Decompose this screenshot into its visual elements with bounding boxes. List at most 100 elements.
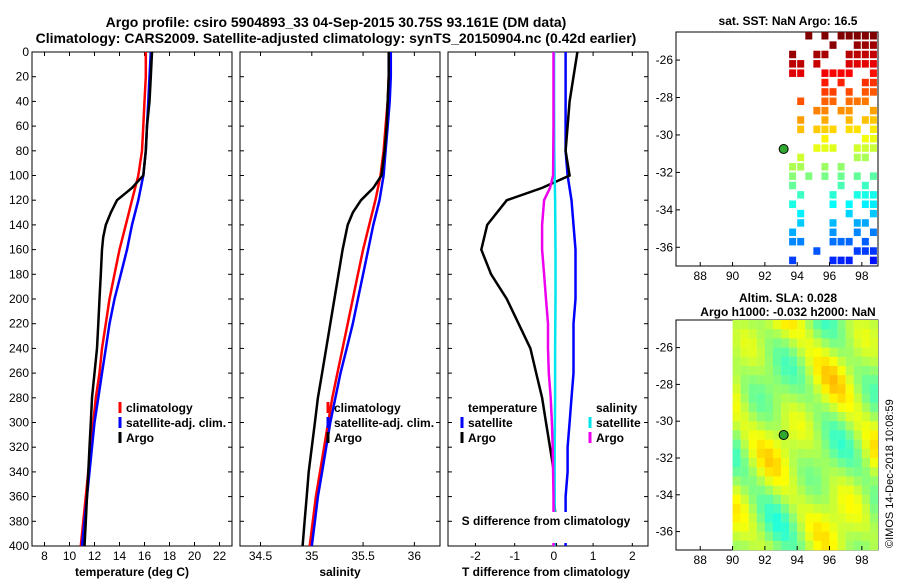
sla-cell bbox=[797, 494, 806, 505]
sla-cell bbox=[821, 522, 830, 532]
sla-cell bbox=[845, 412, 854, 422]
sst-cell bbox=[789, 50, 797, 59]
sla-cell bbox=[740, 384, 749, 394]
map-lon-tick-label: 94 bbox=[791, 553, 805, 567]
sla-cell bbox=[797, 485, 806, 496]
s-difference-label-backdrop bbox=[456, 512, 636, 543]
sst-cell bbox=[829, 191, 837, 199]
sla-cell bbox=[732, 458, 741, 468]
sla-cell bbox=[805, 504, 814, 514]
sla-cell bbox=[845, 476, 854, 486]
sla-cell bbox=[756, 522, 765, 532]
temperature-x-label: temperature (deg C) bbox=[75, 565, 189, 579]
sst-cell bbox=[845, 256, 853, 265]
sla-cell bbox=[756, 393, 765, 404]
sla-cell bbox=[805, 485, 814, 496]
sla-cell bbox=[821, 494, 830, 505]
sla-cell bbox=[853, 347, 862, 358]
x-tick-label: 12 bbox=[88, 549, 102, 563]
sla-cell bbox=[829, 412, 838, 422]
sst-cell bbox=[821, 144, 829, 152]
sst-cell bbox=[789, 228, 797, 237]
map-lon-tick-label: 88 bbox=[694, 269, 708, 283]
sla-cell bbox=[748, 513, 757, 523]
sla-cell bbox=[837, 494, 846, 505]
sst-cell bbox=[869, 32, 877, 40]
sla-cell bbox=[764, 329, 774, 339]
sla-cell bbox=[781, 504, 790, 514]
sla-cell bbox=[829, 384, 838, 394]
sla-cell bbox=[829, 458, 838, 468]
depth-tick-label: 240 bbox=[9, 341, 29, 355]
sla-cell bbox=[732, 513, 741, 523]
sst-cell bbox=[861, 144, 869, 152]
sla-cell bbox=[748, 393, 757, 404]
sla-cell bbox=[789, 448, 798, 459]
sla-cell bbox=[740, 347, 749, 358]
sla-cell bbox=[837, 430, 846, 440]
sla-cell bbox=[740, 338, 749, 348]
sla-cell bbox=[805, 522, 814, 532]
sla-cell bbox=[797, 522, 806, 532]
sla-cell bbox=[829, 504, 838, 514]
sla-cell bbox=[829, 448, 838, 459]
sla-cell bbox=[869, 347, 879, 358]
sst-cell bbox=[869, 191, 877, 199]
sla-cell bbox=[789, 504, 798, 514]
sla-cell bbox=[853, 458, 862, 468]
sla-cell bbox=[845, 366, 854, 376]
sla-cell bbox=[861, 402, 871, 413]
sla-cell bbox=[829, 522, 838, 532]
map-lon-tick-label: 90 bbox=[726, 269, 740, 283]
sst-cell bbox=[829, 219, 837, 227]
difference-temperature-legend: temperature satellite Argo bbox=[460, 401, 538, 445]
sla-cell bbox=[845, 531, 854, 542]
sla-cell bbox=[869, 338, 879, 348]
sla-cell bbox=[821, 320, 830, 330]
sla-cell bbox=[789, 375, 798, 385]
sst-cell bbox=[845, 97, 853, 106]
sla-cell bbox=[797, 393, 806, 404]
sla-cell bbox=[869, 375, 879, 385]
map-lon-tick-label: 92 bbox=[758, 269, 772, 283]
sla-cell bbox=[813, 384, 822, 394]
sst-cell bbox=[861, 32, 869, 40]
sst-cell bbox=[837, 163, 845, 171]
sla-cell bbox=[781, 412, 790, 422]
sla-cell bbox=[789, 320, 798, 330]
sla-cell bbox=[789, 402, 798, 413]
map-lon-tick-label: 90 bbox=[726, 553, 740, 567]
sst-cell bbox=[797, 237, 805, 246]
map-lon-tick-label: 94 bbox=[791, 269, 805, 283]
sla-cell bbox=[829, 402, 838, 413]
sla-cell bbox=[853, 421, 862, 431]
sla-cell bbox=[813, 356, 822, 367]
sla-cell bbox=[748, 467, 757, 477]
sla-cell bbox=[869, 421, 879, 431]
sst-cell bbox=[789, 181, 797, 190]
sla-cell bbox=[869, 448, 879, 459]
legend-label-satellite-adj: satellite-adj. clim. bbox=[334, 416, 434, 430]
depth-tick-label: 80 bbox=[16, 144, 30, 158]
sst-cell bbox=[861, 237, 869, 246]
sla-cell bbox=[829, 485, 838, 496]
legend-title-salinity: salinity bbox=[596, 401, 638, 415]
sst-cell bbox=[861, 97, 869, 106]
sla-cell bbox=[861, 504, 871, 514]
sla-cell bbox=[740, 421, 749, 431]
sst-cell bbox=[813, 144, 821, 152]
sla-cell bbox=[740, 476, 749, 486]
sla-cell bbox=[853, 375, 862, 385]
sla-cell bbox=[756, 375, 765, 385]
sla-cell bbox=[829, 375, 838, 385]
sla-cell bbox=[764, 412, 774, 422]
sla-cell bbox=[813, 504, 822, 514]
depth-tick-label: 120 bbox=[9, 193, 29, 207]
sla-cell bbox=[732, 421, 741, 431]
sla-cell bbox=[756, 329, 765, 339]
sst-cell bbox=[853, 191, 861, 199]
sst-cell bbox=[869, 134, 877, 143]
sla-cell bbox=[797, 347, 806, 358]
sst-cell bbox=[821, 172, 829, 180]
sst-cell bbox=[845, 209, 853, 218]
